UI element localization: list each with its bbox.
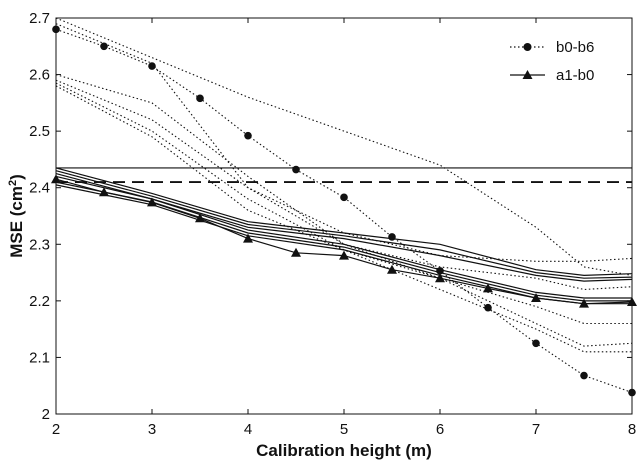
legend-b0-b6-marker (523, 43, 532, 51)
legend-a1-b0-marker (522, 70, 533, 79)
series-line-dotted-1 (55, 17, 633, 276)
series-line-dotted-5 (55, 82, 633, 347)
y-tick-label: 2.3 (29, 236, 50, 253)
x-tick-label: 3 (148, 421, 156, 438)
point-marker-circle (484, 303, 492, 312)
point-marker-triangle (147, 197, 157, 207)
x-tick-label: 7 (532, 421, 540, 438)
point-marker-triangle (195, 213, 205, 223)
point-marker-triangle (339, 250, 349, 260)
markers-group (51, 25, 637, 397)
axis-ticks: 2 3 4 5 6 7 8 2 2.1 2.2 2.3 2.4 2.5 2.6 2.7 (29, 10, 636, 438)
point-marker-circle (100, 42, 108, 51)
point-marker-triangle (435, 273, 445, 283)
point-marker-circle (148, 62, 156, 70)
point-marker-triangle (243, 233, 253, 243)
y-tick-label: 2.2 (29, 293, 50, 310)
point-marker-circle (340, 193, 348, 202)
y-tick-label: 2.7 (29, 10, 50, 27)
y-tick-label: 2 (42, 406, 50, 423)
point-marker-triangle (531, 293, 541, 303)
series-line-solid-12 (55, 181, 632, 302)
series-line-solid-11 (55, 175, 632, 299)
point-marker-circle (388, 233, 396, 241)
series-line-dotted-3 (55, 74, 633, 291)
point-marker-circle (436, 267, 444, 275)
series-line-dotted-0 (55, 28, 633, 394)
x-tick-label: 2 (52, 421, 60, 438)
series-line-dotted-2 (55, 23, 633, 262)
x-axis-label: Calibration height (m) (256, 441, 432, 460)
y-tick-label: 2.6 (29, 67, 50, 84)
series-line-solid-9 (55, 170, 633, 279)
legend: b0-b6 a1-b0 (510, 39, 594, 84)
y-axis-label-superscript: 2 (7, 180, 19, 186)
series-line-solid-10 (55, 173, 633, 282)
x-tick-label: 5 (340, 421, 348, 438)
point-marker-triangle (579, 298, 589, 308)
point-marker-triangle (483, 283, 493, 293)
point-marker-triangle (387, 264, 397, 274)
x-tick-label: 8 (628, 421, 636, 438)
y-tick-label: 2.1 (29, 349, 50, 366)
series-line-solid-13 (55, 184, 632, 305)
legend-a1-b0-label: a1-b0 (556, 67, 594, 84)
y-tick-label: 2.5 (29, 123, 50, 140)
point-marker-circle (532, 339, 540, 348)
point-marker-circle (244, 131, 252, 140)
point-marker-circle (580, 371, 588, 380)
point-marker-circle (196, 94, 204, 103)
y-axis-label: MSE (cm2) (7, 174, 26, 258)
reference-lines (56, 167, 632, 183)
point-marker-triangle (291, 247, 301, 257)
point-marker-circle (292, 165, 300, 174)
x-tick-label: 4 (244, 421, 252, 438)
series-line-dotted-4 (55, 79, 632, 325)
y-tick-label: 2.4 (29, 180, 50, 197)
series-group (55, 17, 633, 394)
x-tick-label: 6 (436, 421, 444, 438)
point-marker-triangle (99, 187, 109, 197)
plot-area-frame (55, 17, 633, 415)
legend-b0-b6-label: b0-b6 (556, 39, 594, 56)
